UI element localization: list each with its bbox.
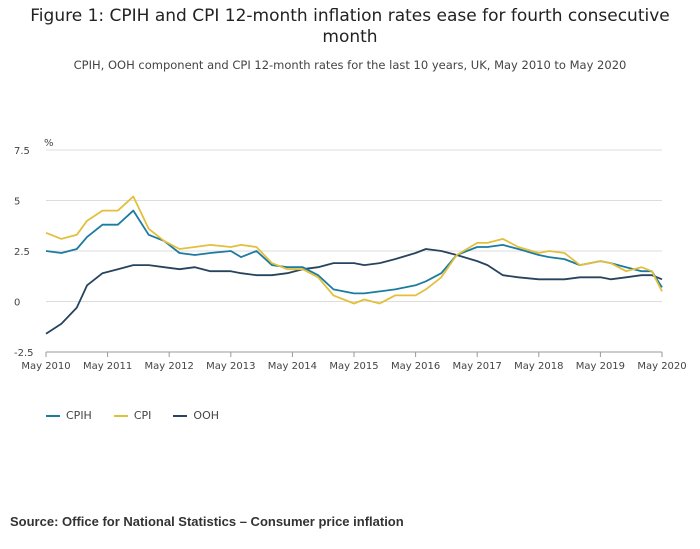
x-tick-label: May 2010: [21, 361, 70, 372]
chart-legend: CPIH CPI OOH: [46, 409, 219, 422]
legend-swatch-ooh: [173, 414, 188, 417]
x-tick-label: May 2015: [329, 361, 378, 372]
x-tick-label: May 2020: [637, 361, 686, 372]
x-tick-label: May 2011: [83, 361, 132, 372]
series-line-cpih: [45, 209, 663, 295]
source-note: Source: Office for National Statistics –…: [10, 514, 404, 529]
y-axis-unit-label: %: [44, 138, 54, 149]
x-tick-label: May 2014: [268, 361, 317, 372]
chart-title-line2: month: [322, 27, 378, 47]
legend-item-cpi[interactable]: CPI: [113, 409, 152, 422]
chart-title-line1: Figure 1: CPIH and CPI 12-month inflatio…: [30, 6, 670, 26]
legend-label-ooh: OOH: [193, 409, 219, 422]
y-tick-label: 5: [14, 197, 20, 208]
legend-swatch-cpi: [113, 414, 128, 417]
series-line-cpi: [45, 195, 663, 305]
x-tick-label: May 2019: [576, 361, 625, 372]
y-tick-label: 7.5: [14, 146, 30, 157]
legend-label-cpi: CPI: [133, 409, 152, 422]
x-tick-label: May 2013: [206, 361, 255, 372]
x-tick-label: May 2018: [514, 361, 563, 372]
x-tick-label: May 2017: [453, 361, 502, 372]
chart-subtitle: CPIH, OOH component and CPI 12-month rat…: [73, 58, 627, 72]
x-tick-label: May 2016: [391, 361, 440, 372]
legend-item-cpih[interactable]: CPIH: [46, 409, 92, 422]
y-tick-label: -2.5: [14, 348, 34, 359]
series-line-ooh: [45, 248, 663, 335]
x-tick-label: May 2012: [145, 361, 194, 372]
chart-title: Figure 1: CPIH and CPI 12-month inflatio…: [0, 6, 700, 48]
y-tick-label: 0: [14, 298, 20, 309]
legend-swatch-cpih: [46, 414, 60, 417]
legend-label-cpih: CPIH: [66, 409, 92, 422]
y-tick-label: 2.5: [14, 247, 30, 258]
legend-item-ooh[interactable]: OOH: [173, 409, 219, 422]
line-chart: -2.5 0 2.5 5 7.5% May 2010 May 2011 May 2012 May…: [14, 138, 687, 372]
